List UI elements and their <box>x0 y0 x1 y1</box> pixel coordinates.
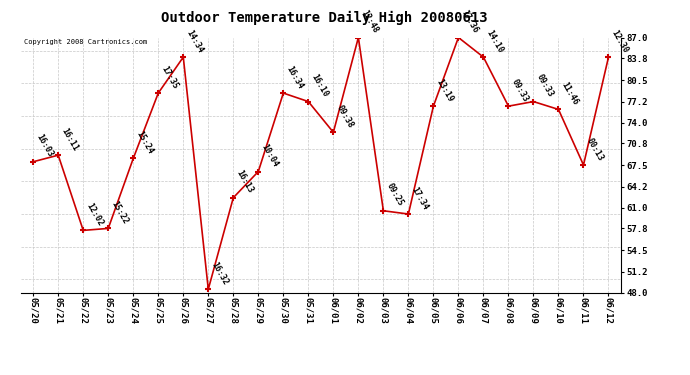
Text: Outdoor Temperature Daily High 20080613: Outdoor Temperature Daily High 20080613 <box>161 11 488 26</box>
Text: 09:33: 09:33 <box>510 77 530 104</box>
Text: 09:33: 09:33 <box>535 73 555 99</box>
Text: Copyright 2008 Cartronics.com: Copyright 2008 Cartronics.com <box>23 39 147 45</box>
Text: 16:32: 16:32 <box>210 260 230 286</box>
Text: 09:38: 09:38 <box>335 104 355 129</box>
Text: 12:48: 12:48 <box>359 9 380 35</box>
Text: 16:13: 16:13 <box>235 169 255 195</box>
Text: 12:02: 12:02 <box>85 201 105 228</box>
Text: 16:10: 16:10 <box>310 73 330 99</box>
Text: 17:36: 17:36 <box>460 9 480 35</box>
Text: 15:24: 15:24 <box>135 129 155 156</box>
Text: 15:22: 15:22 <box>110 200 130 226</box>
Text: 12:30: 12:30 <box>610 28 630 54</box>
Text: 00:13: 00:13 <box>585 136 605 162</box>
Text: 11:46: 11:46 <box>560 81 580 106</box>
Text: 13:19: 13:19 <box>435 77 455 104</box>
Text: 16:11: 16:11 <box>59 126 80 152</box>
Text: 09:25: 09:25 <box>385 182 405 208</box>
Text: 10:04: 10:04 <box>259 142 280 169</box>
Text: 14:10: 14:10 <box>485 28 505 54</box>
Text: 17:35: 17:35 <box>159 64 180 90</box>
Text: 16:34: 16:34 <box>285 64 305 90</box>
Text: 17:34: 17:34 <box>410 185 430 211</box>
Text: 14:34: 14:34 <box>185 28 205 54</box>
Text: 16:03: 16:03 <box>34 133 55 159</box>
